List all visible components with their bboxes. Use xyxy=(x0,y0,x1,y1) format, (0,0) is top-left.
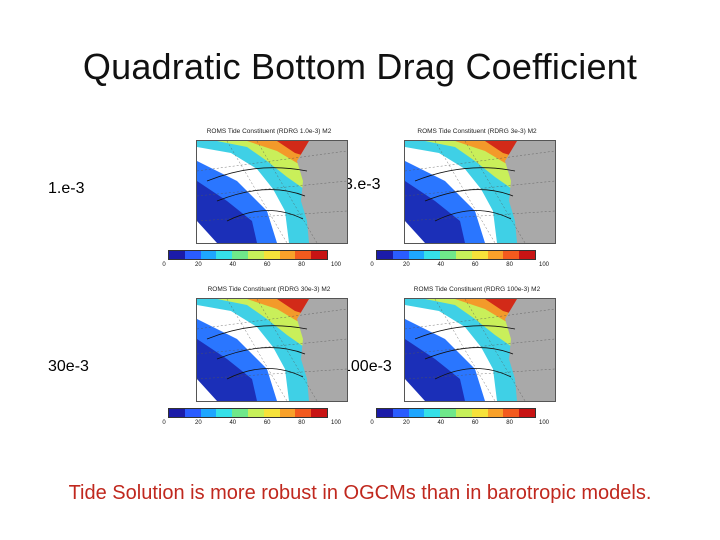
tick: 40 xyxy=(229,420,237,426)
tick: 0 xyxy=(162,262,166,268)
tick: 100 xyxy=(538,262,550,268)
tick: 0 xyxy=(370,262,374,268)
colorbar xyxy=(376,408,536,418)
map-title: ROMS Tide Constituent (RDRG 30e-3) M2 xyxy=(207,286,331,293)
tide-map-panel-4: ROMS Tide Constituent (RDRG 100e-3) M2 0… xyxy=(370,286,562,436)
slide-title: Quadratic Bottom Drag Coefficient xyxy=(82,46,638,87)
tide-map xyxy=(404,140,556,244)
tick: 60 xyxy=(471,262,479,268)
map-title: ROMS Tide Constituent (RDRG 1.0e-3) M2 xyxy=(206,128,332,135)
map-title: ROMS Tide Constituent (RDRG 100e-3) M2 xyxy=(413,286,541,293)
tick: 100 xyxy=(330,420,342,426)
tick: 0 xyxy=(162,420,166,426)
colorbar xyxy=(168,408,328,418)
colorbar-ticks: 0 20 40 60 80 100 xyxy=(162,262,341,272)
colorbar-ticks: 0 20 40 60 80 100 xyxy=(370,420,549,430)
tick: 40 xyxy=(229,262,237,268)
tick: 40 xyxy=(437,420,445,426)
tick: 60 xyxy=(263,262,271,268)
colorbar xyxy=(376,250,536,260)
tide-map-panel-2: ROMS Tide Constituent (RDRG 3e-3) M2 0 2… xyxy=(370,128,562,278)
tick: 80 xyxy=(506,420,513,426)
label-100e-3: 100e-3 xyxy=(342,358,392,375)
tide-map xyxy=(196,298,348,402)
label-30e-3: 30e-3 xyxy=(48,358,89,375)
tick: 80 xyxy=(298,262,305,268)
tick: 60 xyxy=(471,420,479,426)
tide-map xyxy=(404,298,556,402)
tick: 0 xyxy=(370,420,374,426)
label-1e-3: 1.e-3 xyxy=(48,180,85,197)
tick: 20 xyxy=(403,420,410,426)
colorbar xyxy=(168,250,328,260)
tick: 40 xyxy=(437,262,445,268)
tide-map xyxy=(196,140,348,244)
tick: 80 xyxy=(506,262,513,268)
tick: 20 xyxy=(195,420,202,426)
slide-footer: Tide Solution is more robust in OGCMs th… xyxy=(68,482,652,504)
tick: 20 xyxy=(403,262,410,268)
tick: 60 xyxy=(263,420,271,426)
tick: 80 xyxy=(298,420,305,426)
tick: 20 xyxy=(195,262,202,268)
colorbar-ticks: 0 20 40 60 80 100 xyxy=(162,420,341,430)
tide-map-panel-3: ROMS Tide Constituent (RDRG 30e-3) M2 0 … xyxy=(162,286,354,436)
tide-map-panel-1: ROMS Tide Constituent (RDRG 1.0e-3) M2 0… xyxy=(162,128,354,278)
colorbar-ticks: 0 20 40 60 80 100 xyxy=(370,262,549,272)
map-title: ROMS Tide Constituent (RDRG 3e-3) M2 xyxy=(417,128,537,135)
tick: 100 xyxy=(330,262,342,268)
label-3e-3: 3.e-3 xyxy=(344,176,381,193)
tick: 100 xyxy=(538,420,550,426)
